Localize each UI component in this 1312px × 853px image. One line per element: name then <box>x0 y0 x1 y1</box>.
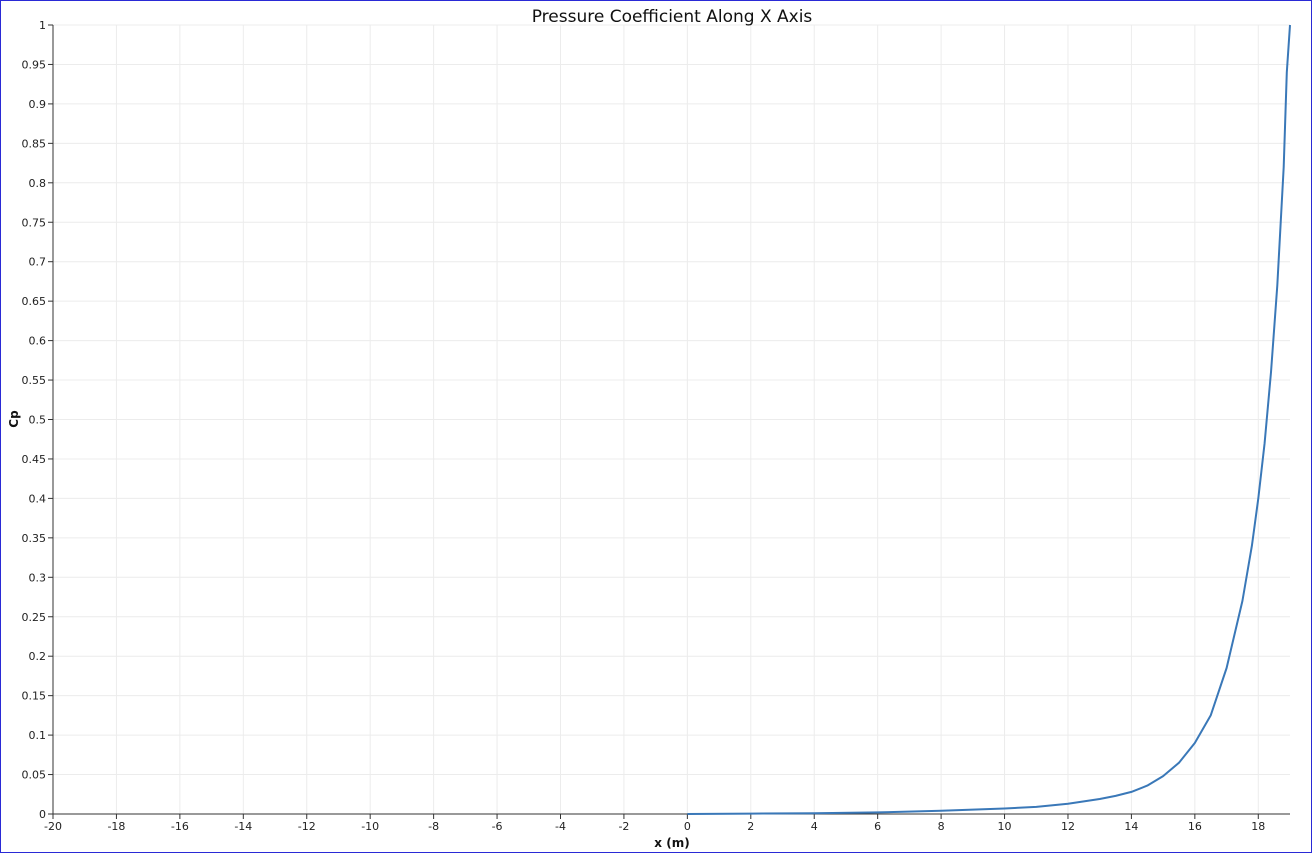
y-tick-label: 0.1 <box>29 729 47 742</box>
x-tick-label: 14 <box>1124 820 1138 833</box>
x-tick-label: 10 <box>998 820 1012 833</box>
x-axis-title: x (m) <box>654 836 689 850</box>
y-tick-label: 0.45 <box>22 453 47 466</box>
y-tick-label: 0.25 <box>22 611 47 624</box>
x-tick-label: -20 <box>44 820 62 833</box>
x-tick-label: 2 <box>747 820 754 833</box>
y-tick-label: 0.65 <box>22 295 47 308</box>
y-tick-label: 1 <box>39 19 46 32</box>
y-tick-label: 0.75 <box>22 216 47 229</box>
y-axis-ticks: 0 0.05 0.1 0.15 0.2 0.25 0.3 0.35 0.4 0.45 0.5 0.55… <box>22 19 53 821</box>
y-tick-label: 0.85 <box>22 137 47 150</box>
x-axis-ticks: -20 -18 -16 -14 -12 -10 -8 -6 -4 -2 0 2 4 6 8 10 12 14 16 1… <box>44 814 1265 833</box>
grid-lines <box>52 24 1290 815</box>
x-tick-label: -6 <box>492 820 503 833</box>
y-tick-label: 0.8 <box>29 177 47 190</box>
series-group <box>687 24 1291 815</box>
x-tick-label: -2 <box>618 820 629 833</box>
x-tick-label: -12 <box>298 820 316 833</box>
x-tick-label: -4 <box>555 820 566 833</box>
x-tick-label: 16 <box>1188 820 1202 833</box>
y-tick-label: 0.05 <box>22 769 47 782</box>
x-tick-label: -14 <box>234 820 252 833</box>
chart-title: Pressure Coefficient Along X Axis <box>532 7 813 27</box>
y-tick-label: 0.4 <box>29 492 47 505</box>
y-axis-title: Cp <box>7 410 21 428</box>
x-tick-label: -18 <box>107 820 125 833</box>
x-tick-label: -10 <box>361 820 379 833</box>
x-tick-label: -8 <box>428 820 439 833</box>
y-tick-label: 0.7 <box>29 256 47 269</box>
y-tick-label: 0.55 <box>22 374 47 387</box>
x-tick-label: 4 <box>811 820 818 833</box>
x-tick-label: -16 <box>171 820 189 833</box>
y-tick-label: 0.6 <box>29 335 47 348</box>
x-tick-label: 12 <box>1061 820 1075 833</box>
y-tick-label: 0.95 <box>22 58 47 71</box>
y-tick-label: 0.9 <box>29 98 47 111</box>
y-tick-label: 0.15 <box>22 690 47 703</box>
x-tick-label: 8 <box>938 820 945 833</box>
y-tick-label: 0 <box>39 808 46 821</box>
y-tick-label: 0.3 <box>29 571 47 584</box>
y-tick-label: 0.35 <box>22 532 47 545</box>
x-tick-label: 6 <box>874 820 881 833</box>
series-line <box>687 24 1291 815</box>
x-tick-label: 18 <box>1251 820 1265 833</box>
y-tick-label: 0.5 <box>29 414 47 427</box>
x-tick-label: 0 <box>684 820 691 833</box>
y-tick-label: 0.2 <box>29 650 47 663</box>
